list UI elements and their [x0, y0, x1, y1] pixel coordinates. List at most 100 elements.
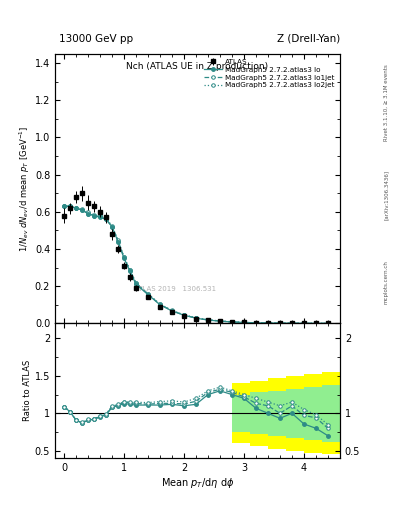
MadGraph5 2.7.2.atlas3 lo1jet	[122, 254, 127, 261]
MadGraph5 2.7.2.atlas3 lo	[92, 212, 96, 219]
MadGraph5 2.7.2.atlas3 lo2jet	[158, 301, 162, 307]
MadGraph5 2.7.2.atlas3 lo	[253, 320, 258, 326]
Line: MadGraph5 2.7.2.atlas3 lo1jet: MadGraph5 2.7.2.atlas3 lo1jet	[62, 204, 330, 325]
MadGraph5 2.7.2.atlas3 lo2jet	[110, 223, 114, 229]
MadGraph5 2.7.2.atlas3 lo	[170, 308, 174, 314]
MadGraph5 2.7.2.atlas3 lo1jet	[73, 205, 78, 211]
MadGraph5 2.7.2.atlas3 lo2jet	[80, 206, 84, 212]
MadGraph5 2.7.2.atlas3 lo2jet	[325, 321, 330, 327]
MadGraph5 2.7.2.atlas3 lo2jet	[62, 203, 66, 209]
MadGraph5 2.7.2.atlas3 lo	[218, 318, 222, 324]
MadGraph5 2.7.2.atlas3 lo	[122, 255, 127, 262]
MadGraph5 2.7.2.atlas3 lo2jet	[68, 203, 72, 209]
MadGraph5 2.7.2.atlas3 lo	[116, 239, 120, 245]
MadGraph5 2.7.2.atlas3 lo2jet	[206, 317, 210, 323]
MadGraph5 2.7.2.atlas3 lo	[146, 291, 151, 297]
MadGraph5 2.7.2.atlas3 lo1jet	[80, 207, 84, 213]
MadGraph5 2.7.2.atlas3 lo	[110, 224, 114, 230]
MadGraph5 2.7.2.atlas3 lo2jet	[253, 319, 258, 326]
Line: MadGraph5 2.7.2.atlas3 lo: MadGraph5 2.7.2.atlas3 lo	[62, 204, 330, 325]
MadGraph5 2.7.2.atlas3 lo1jet	[146, 291, 151, 297]
MadGraph5 2.7.2.atlas3 lo	[97, 215, 102, 221]
MadGraph5 2.7.2.atlas3 lo2jet	[116, 237, 120, 243]
MadGraph5 2.7.2.atlas3 lo	[134, 281, 138, 287]
MadGraph5 2.7.2.atlas3 lo	[68, 203, 72, 209]
MadGraph5 2.7.2.atlas3 lo2jet	[122, 254, 127, 260]
MadGraph5 2.7.2.atlas3 lo	[301, 320, 306, 326]
Text: Rivet 3.1.10, ≥ 3.1M events: Rivet 3.1.10, ≥ 3.1M events	[384, 64, 388, 141]
MadGraph5 2.7.2.atlas3 lo2jet	[134, 280, 138, 286]
Text: [arXiv:1306.3436]: [arXiv:1306.3436]	[384, 169, 388, 220]
Line: MadGraph5 2.7.2.atlas3 lo2jet: MadGraph5 2.7.2.atlas3 lo2jet	[62, 204, 330, 325]
Text: Z (Drell-Yan): Z (Drell-Yan)	[277, 33, 340, 44]
MadGraph5 2.7.2.atlas3 lo	[128, 268, 132, 274]
MadGraph5 2.7.2.atlas3 lo1jet	[110, 224, 114, 230]
MadGraph5 2.7.2.atlas3 lo1jet	[128, 267, 132, 273]
MadGraph5 2.7.2.atlas3 lo2jet	[230, 319, 234, 325]
MadGraph5 2.7.2.atlas3 lo2jet	[104, 215, 108, 221]
Text: ATLAS 2019   1306.531: ATLAS 2019 1306.531	[134, 286, 216, 292]
MadGraph5 2.7.2.atlas3 lo2jet	[97, 214, 102, 220]
MadGraph5 2.7.2.atlas3 lo2jet	[290, 320, 294, 326]
MadGraph5 2.7.2.atlas3 lo1jet	[182, 312, 186, 318]
MadGraph5 2.7.2.atlas3 lo	[158, 302, 162, 308]
MadGraph5 2.7.2.atlas3 lo	[80, 207, 84, 213]
MadGraph5 2.7.2.atlas3 lo1jet	[62, 203, 66, 209]
Y-axis label: $1/N_{ev}$ $dN_{ev}$/d mean $p_T$ [GeV$^{-1}$]: $1/N_{ev}$ $dN_{ev}$/d mean $p_T$ [GeV$^…	[18, 125, 32, 252]
MadGraph5 2.7.2.atlas3 lo1jet	[158, 302, 162, 308]
MadGraph5 2.7.2.atlas3 lo	[325, 321, 330, 327]
MadGraph5 2.7.2.atlas3 lo2jet	[86, 209, 90, 215]
MadGraph5 2.7.2.atlas3 lo1jet	[218, 318, 222, 324]
MadGraph5 2.7.2.atlas3 lo2jet	[218, 318, 222, 324]
MadGraph5 2.7.2.atlas3 lo1jet	[134, 281, 138, 287]
MadGraph5 2.7.2.atlas3 lo	[104, 216, 108, 222]
MadGraph5 2.7.2.atlas3 lo2jet	[128, 267, 132, 273]
MadGraph5 2.7.2.atlas3 lo	[277, 320, 282, 326]
MadGraph5 2.7.2.atlas3 lo2jet	[170, 307, 174, 313]
MadGraph5 2.7.2.atlas3 lo1jet	[266, 320, 270, 326]
MadGraph5 2.7.2.atlas3 lo2jet	[314, 320, 318, 326]
MadGraph5 2.7.2.atlas3 lo1jet	[206, 317, 210, 323]
Text: mcplots.cern.ch: mcplots.cern.ch	[384, 260, 388, 304]
MadGraph5 2.7.2.atlas3 lo	[73, 205, 78, 211]
MadGraph5 2.7.2.atlas3 lo1jet	[68, 203, 72, 209]
MadGraph5 2.7.2.atlas3 lo	[314, 321, 318, 327]
MadGraph5 2.7.2.atlas3 lo2jet	[242, 319, 246, 326]
MadGraph5 2.7.2.atlas3 lo	[242, 319, 246, 326]
MadGraph5 2.7.2.atlas3 lo1jet	[290, 320, 294, 326]
MadGraph5 2.7.2.atlas3 lo	[86, 210, 90, 217]
MadGraph5 2.7.2.atlas3 lo1jet	[325, 321, 330, 327]
MadGraph5 2.7.2.atlas3 lo	[194, 315, 198, 321]
MadGraph5 2.7.2.atlas3 lo1jet	[170, 308, 174, 314]
MadGraph5 2.7.2.atlas3 lo2jet	[92, 211, 96, 218]
MadGraph5 2.7.2.atlas3 lo2jet	[266, 320, 270, 326]
MadGraph5 2.7.2.atlas3 lo1jet	[116, 238, 120, 244]
MadGraph5 2.7.2.atlas3 lo1jet	[97, 214, 102, 220]
MadGraph5 2.7.2.atlas3 lo2jet	[146, 291, 151, 297]
MadGraph5 2.7.2.atlas3 lo1jet	[86, 210, 90, 217]
MadGraph5 2.7.2.atlas3 lo1jet	[277, 320, 282, 326]
MadGraph5 2.7.2.atlas3 lo	[206, 317, 210, 323]
MadGraph5 2.7.2.atlas3 lo1jet	[253, 319, 258, 326]
Y-axis label: Ratio to ATLAS: Ratio to ATLAS	[23, 360, 32, 421]
MadGraph5 2.7.2.atlas3 lo	[62, 203, 66, 209]
X-axis label: Mean $p_T$/d$\eta$ d$\phi$: Mean $p_T$/d$\eta$ d$\phi$	[161, 476, 234, 490]
MadGraph5 2.7.2.atlas3 lo2jet	[182, 312, 186, 318]
MadGraph5 2.7.2.atlas3 lo1jet	[194, 315, 198, 321]
Legend: ATLAS, MadGraph5 2.7.2.atlas3 lo, MadGraph5 2.7.2.atlas3 lo1jet, MadGraph5 2.7.2: ATLAS, MadGraph5 2.7.2.atlas3 lo, MadGra…	[202, 57, 336, 90]
Text: 13000 GeV pp: 13000 GeV pp	[59, 33, 133, 44]
MadGraph5 2.7.2.atlas3 lo1jet	[242, 319, 246, 326]
MadGraph5 2.7.2.atlas3 lo1jet	[230, 319, 234, 325]
MadGraph5 2.7.2.atlas3 lo	[230, 319, 234, 325]
MadGraph5 2.7.2.atlas3 lo	[266, 320, 270, 326]
MadGraph5 2.7.2.atlas3 lo1jet	[92, 212, 96, 219]
MadGraph5 2.7.2.atlas3 lo2jet	[277, 320, 282, 326]
MadGraph5 2.7.2.atlas3 lo1jet	[104, 216, 108, 222]
MadGraph5 2.7.2.atlas3 lo	[290, 320, 294, 326]
MadGraph5 2.7.2.atlas3 lo2jet	[194, 315, 198, 321]
MadGraph5 2.7.2.atlas3 lo1jet	[314, 320, 318, 326]
Text: Nch (ATLAS UE in Z production): Nch (ATLAS UE in Z production)	[127, 62, 268, 71]
MadGraph5 2.7.2.atlas3 lo2jet	[73, 205, 78, 211]
MadGraph5 2.7.2.atlas3 lo	[182, 312, 186, 318]
MadGraph5 2.7.2.atlas3 lo2jet	[301, 320, 306, 326]
